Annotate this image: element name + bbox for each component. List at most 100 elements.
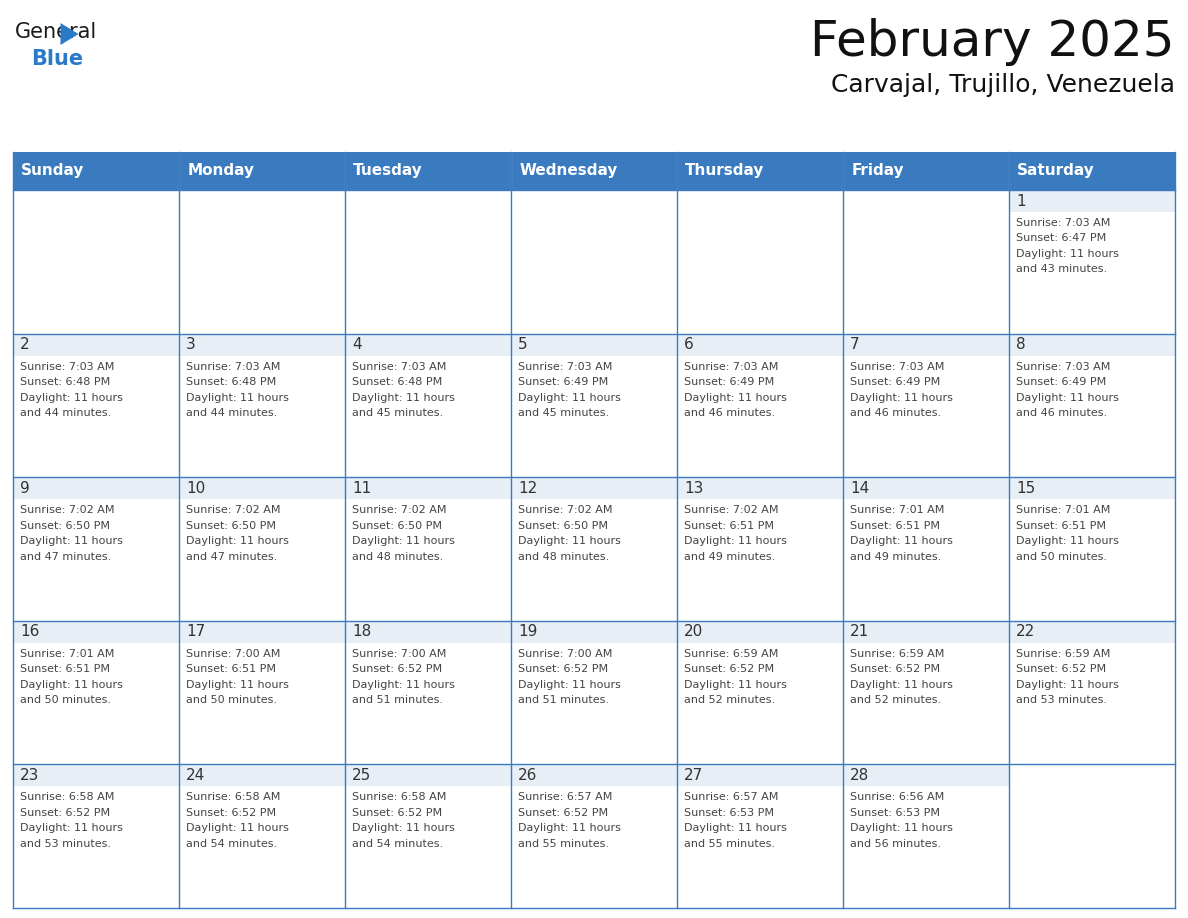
Text: Sunrise: 6:58 AM: Sunrise: 6:58 AM — [20, 792, 114, 802]
Text: Sunrise: 7:02 AM: Sunrise: 7:02 AM — [352, 505, 447, 515]
Text: Monday: Monday — [188, 163, 254, 178]
Text: Sunset: 6:50 PM: Sunset: 6:50 PM — [352, 521, 442, 531]
Bar — [179, 765, 345, 908]
Text: Sunset: 6:49 PM: Sunset: 6:49 PM — [849, 377, 940, 387]
Text: Sunrise: 7:00 AM: Sunrise: 7:00 AM — [352, 649, 447, 659]
Text: Sunset: 6:51 PM: Sunset: 6:51 PM — [187, 665, 276, 675]
Bar — [677, 477, 843, 621]
Text: 27: 27 — [684, 767, 703, 783]
Bar — [13, 333, 179, 477]
Text: Sunrise: 7:02 AM: Sunrise: 7:02 AM — [518, 505, 613, 515]
Text: Daylight: 11 hours: Daylight: 11 hours — [20, 536, 122, 546]
Bar — [511, 333, 677, 355]
Text: Blue: Blue — [31, 49, 83, 69]
Bar — [1009, 190, 1175, 212]
Text: and 50 minutes.: and 50 minutes. — [1016, 552, 1107, 562]
Bar — [1009, 621, 1175, 765]
Text: Daylight: 11 hours: Daylight: 11 hours — [684, 536, 786, 546]
Text: Sunset: 6:49 PM: Sunset: 6:49 PM — [684, 377, 775, 387]
Text: 3: 3 — [187, 337, 196, 353]
Text: Daylight: 11 hours: Daylight: 11 hours — [849, 680, 953, 689]
Text: Sunset: 6:52 PM: Sunset: 6:52 PM — [684, 665, 775, 675]
Text: and 50 minutes.: and 50 minutes. — [187, 695, 277, 705]
Text: Daylight: 11 hours: Daylight: 11 hours — [518, 823, 621, 834]
Text: and 51 minutes.: and 51 minutes. — [518, 695, 609, 705]
Bar — [13, 333, 179, 355]
Text: and 44 minutes.: and 44 minutes. — [187, 409, 277, 418]
Text: Daylight: 11 hours: Daylight: 11 hours — [1016, 536, 1119, 546]
Text: Daylight: 11 hours: Daylight: 11 hours — [518, 536, 621, 546]
Text: Daylight: 11 hours: Daylight: 11 hours — [187, 680, 289, 689]
Text: Daylight: 11 hours: Daylight: 11 hours — [1016, 393, 1119, 403]
Text: Daylight: 11 hours: Daylight: 11 hours — [1016, 249, 1119, 259]
Text: and 46 minutes.: and 46 minutes. — [1016, 409, 1107, 418]
Bar — [179, 477, 345, 621]
Text: Sunset: 6:48 PM: Sunset: 6:48 PM — [352, 377, 442, 387]
Bar — [13, 765, 179, 787]
Bar — [345, 621, 511, 643]
Text: 5: 5 — [518, 337, 527, 353]
Bar — [677, 477, 843, 499]
Bar — [843, 152, 1009, 190]
Bar — [13, 621, 179, 643]
Text: General: General — [15, 22, 97, 42]
Bar — [511, 765, 677, 787]
Text: Daylight: 11 hours: Daylight: 11 hours — [518, 393, 621, 403]
Bar — [179, 152, 345, 190]
Text: Sunrise: 7:02 AM: Sunrise: 7:02 AM — [187, 505, 280, 515]
Bar — [345, 765, 511, 908]
Text: Daylight: 11 hours: Daylight: 11 hours — [352, 680, 455, 689]
Text: 26: 26 — [518, 767, 537, 783]
Text: and 49 minutes.: and 49 minutes. — [684, 552, 776, 562]
Text: Daylight: 11 hours: Daylight: 11 hours — [684, 680, 786, 689]
Text: 8: 8 — [1016, 337, 1025, 353]
Text: 10: 10 — [187, 481, 206, 496]
Bar — [843, 333, 1009, 355]
Bar — [1009, 765, 1175, 908]
Text: and 46 minutes.: and 46 minutes. — [849, 409, 941, 418]
Bar — [345, 333, 511, 477]
Text: and 55 minutes.: and 55 minutes. — [518, 839, 609, 849]
Text: Sunrise: 6:58 AM: Sunrise: 6:58 AM — [352, 792, 447, 802]
Polygon shape — [61, 23, 78, 45]
Text: 12: 12 — [518, 481, 537, 496]
Bar — [677, 333, 843, 477]
Text: Sunset: 6:53 PM: Sunset: 6:53 PM — [684, 808, 775, 818]
Text: Sunset: 6:48 PM: Sunset: 6:48 PM — [20, 377, 110, 387]
Text: Sunset: 6:52 PM: Sunset: 6:52 PM — [1016, 665, 1106, 675]
Text: Sunrise: 7:01 AM: Sunrise: 7:01 AM — [849, 505, 944, 515]
Text: Daylight: 11 hours: Daylight: 11 hours — [849, 393, 953, 403]
Text: 20: 20 — [684, 624, 703, 639]
Text: Sunrise: 7:03 AM: Sunrise: 7:03 AM — [849, 362, 944, 372]
Text: Sunset: 6:50 PM: Sunset: 6:50 PM — [187, 521, 276, 531]
Bar — [345, 477, 511, 499]
Text: Sunset: 6:52 PM: Sunset: 6:52 PM — [352, 665, 442, 675]
Text: 16: 16 — [20, 624, 39, 639]
Bar — [1009, 190, 1175, 333]
Text: Sunrise: 7:03 AM: Sunrise: 7:03 AM — [518, 362, 612, 372]
Text: and 49 minutes.: and 49 minutes. — [849, 552, 941, 562]
Text: Daylight: 11 hours: Daylight: 11 hours — [352, 823, 455, 834]
Bar — [345, 333, 511, 355]
Text: Sunrise: 7:02 AM: Sunrise: 7:02 AM — [684, 505, 778, 515]
Bar — [1009, 477, 1175, 621]
Bar — [179, 621, 345, 643]
Text: 19: 19 — [518, 624, 537, 639]
Text: Sunrise: 7:01 AM: Sunrise: 7:01 AM — [20, 649, 114, 659]
Text: Sunrise: 6:56 AM: Sunrise: 6:56 AM — [849, 792, 944, 802]
Bar — [13, 477, 179, 499]
Text: and 52 minutes.: and 52 minutes. — [849, 695, 941, 705]
Bar — [1009, 477, 1175, 499]
Bar — [677, 152, 843, 190]
Bar — [677, 333, 843, 355]
Text: Carvajal, Trujillo, Venezuela: Carvajal, Trujillo, Venezuela — [830, 73, 1175, 97]
Text: Sunset: 6:51 PM: Sunset: 6:51 PM — [849, 521, 940, 531]
Text: and 47 minutes.: and 47 minutes. — [187, 552, 277, 562]
Text: Sunrise: 7:00 AM: Sunrise: 7:00 AM — [187, 649, 280, 659]
Text: Sunset: 6:48 PM: Sunset: 6:48 PM — [187, 377, 277, 387]
Bar — [677, 190, 843, 333]
Text: Thursday: Thursday — [685, 163, 765, 178]
Text: and 45 minutes.: and 45 minutes. — [518, 409, 609, 418]
Text: Sunset: 6:51 PM: Sunset: 6:51 PM — [20, 665, 110, 675]
Text: and 54 minutes.: and 54 minutes. — [187, 839, 277, 849]
